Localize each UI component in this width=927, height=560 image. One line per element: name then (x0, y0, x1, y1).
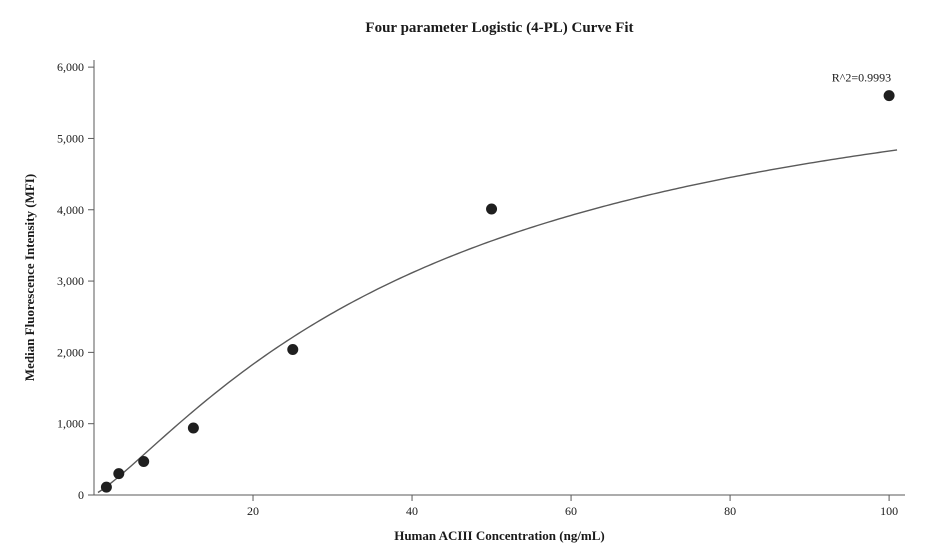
y-tick-label: 5,000 (57, 131, 84, 145)
y-tick-label: 2,000 (57, 345, 84, 359)
y-tick-label: 1,000 (57, 417, 84, 431)
data-point (884, 91, 894, 101)
data-point (188, 423, 198, 433)
data-point (101, 482, 111, 492)
chart-title: Four parameter Logistic (4-PL) Curve Fit (365, 20, 633, 36)
data-point (288, 345, 298, 355)
data-point (114, 469, 124, 479)
data-point (487, 204, 497, 214)
r-squared-annotation: R^2=0.9993 (832, 70, 891, 84)
chart-container: Four parameter Logistic (4-PL) Curve Fit… (0, 0, 927, 560)
x-tick-label: 60 (565, 504, 577, 518)
chart-svg: Four parameter Logistic (4-PL) Curve Fit… (0, 0, 927, 560)
x-tick-label: 40 (406, 504, 418, 518)
y-tick-label: 3,000 (57, 274, 84, 288)
y-tick-label: 0 (78, 488, 84, 502)
x-tick-label: 80 (724, 504, 736, 518)
y-tick-label: 6,000 (57, 60, 84, 74)
x-tick-label: 100 (880, 504, 898, 518)
data-point (139, 456, 149, 466)
y-axis-label: Median Fluorescence Intensity (MFI) (22, 174, 37, 381)
chart-background (0, 0, 927, 560)
x-tick-label: 20 (247, 504, 259, 518)
x-axis-label: Human ACIII Concentration (ng/mL) (394, 528, 605, 543)
y-tick-label: 4,000 (57, 203, 84, 217)
